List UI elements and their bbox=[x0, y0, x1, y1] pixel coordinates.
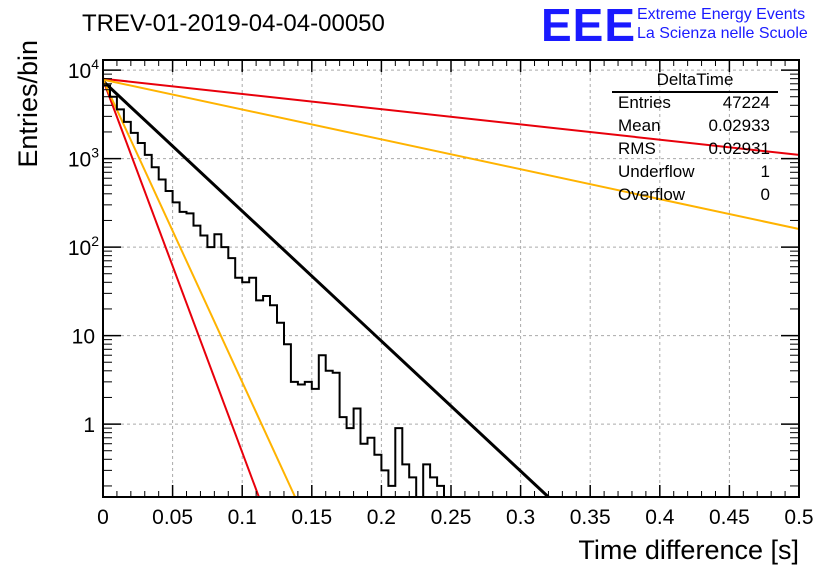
stats-divider bbox=[612, 91, 778, 93]
fit-line bbox=[102, 78, 800, 230]
x-axis-ticks: 0 0.05 0.1 0.15 0.2 0.25 0.3 0.35 0.4 0.45 0.5 bbox=[97, 60, 814, 529]
stats-row-underflow: Underflow 1 bbox=[618, 162, 770, 184]
fit-line bbox=[101, 80, 550, 499]
stats-value: 0.02931 bbox=[708, 139, 770, 158]
logo-text-line2: La Scienza nelle Scuole bbox=[637, 25, 808, 42]
stats-label: Overflow bbox=[618, 185, 686, 204]
stats-value: 1 bbox=[760, 162, 770, 181]
x-tick-label: 0.05 bbox=[152, 506, 193, 529]
x-tick-label: 0.45 bbox=[709, 506, 750, 529]
logo-text-line1: Extreme Energy Events bbox=[637, 6, 806, 23]
x-tick-label: 0.25 bbox=[431, 506, 472, 529]
fit-line bbox=[102, 79, 297, 498]
y-tick-label: 104 bbox=[68, 56, 99, 83]
stats-row-overflow: Overflow 0 bbox=[618, 185, 770, 207]
stats-value: 47224 bbox=[722, 93, 770, 112]
stats-row-rms: RMS 0.02931 bbox=[618, 139, 770, 161]
x-tick-label: 0.2 bbox=[367, 506, 396, 529]
stats-label: Underflow bbox=[618, 162, 695, 181]
fit-line bbox=[102, 77, 800, 156]
stats-label: Mean bbox=[618, 116, 661, 135]
y-tick-label: 10 bbox=[72, 326, 95, 349]
x-tick-label: 0.35 bbox=[570, 506, 611, 529]
chart-title: TREV-01-2019-04-04-00050 bbox=[82, 10, 385, 37]
x-tick-label: 0.3 bbox=[506, 506, 535, 529]
stats-label: RMS bbox=[618, 139, 656, 158]
stats-value: 0.02933 bbox=[708, 116, 770, 135]
x-tick-label: 0.15 bbox=[291, 506, 332, 529]
x-tick-label: 0.5 bbox=[784, 506, 813, 529]
stats-box: DeltaTime Entries 47224 Mean 0.02933 RMS… bbox=[612, 70, 778, 210]
x-axis-label: Time difference [s] bbox=[578, 535, 799, 565]
y-axis-label: Entries/bin bbox=[13, 40, 43, 168]
y-tick-label: 103 bbox=[68, 145, 99, 172]
stats-row-entries: Entries 47224 bbox=[618, 93, 770, 115]
y-tick-label: 102 bbox=[68, 233, 99, 260]
stats-label: Entries bbox=[618, 93, 671, 112]
fit-line bbox=[102, 79, 260, 498]
stats-title: DeltaTime bbox=[656, 70, 734, 89]
fit-curves bbox=[101, 77, 800, 499]
stats-value: 0 bbox=[760, 185, 770, 204]
x-tick-label: 0.4 bbox=[645, 506, 675, 529]
eee-logo: EEE Extreme Energy Events La Scienza nel… bbox=[541, 0, 836, 51]
y-tick-label: 1 bbox=[83, 414, 95, 437]
logo-mark: EEE bbox=[541, 0, 637, 51]
x-tick-label: 0.1 bbox=[228, 506, 257, 529]
stats-row-mean: Mean 0.02933 bbox=[618, 116, 770, 138]
x-tick-label: 0 bbox=[97, 506, 109, 529]
